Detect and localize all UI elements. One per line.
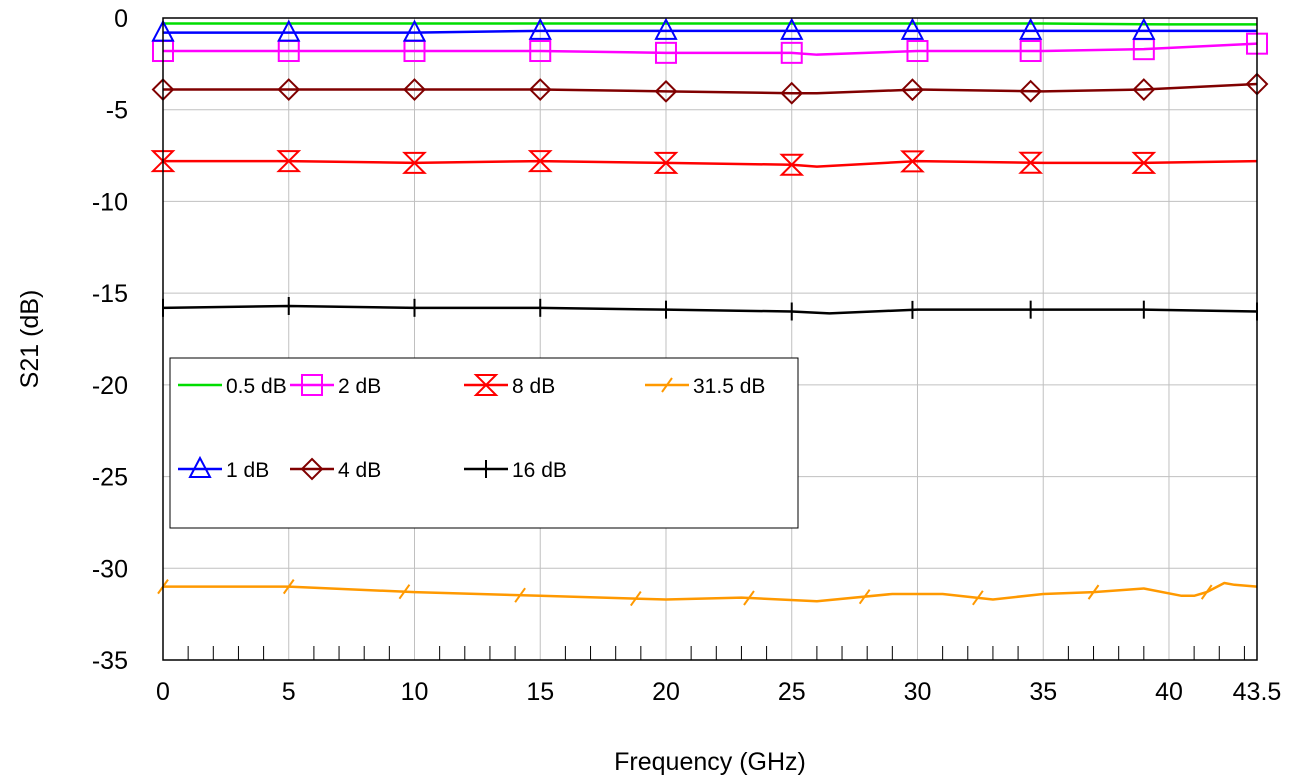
x-tick-label: 43.5 — [1233, 678, 1282, 706]
legend-item: 16 dB — [464, 459, 567, 482]
slash-marker — [514, 587, 526, 603]
y-tick-label: -30 — [92, 555, 128, 583]
triangle-marker — [402, 19, 427, 42]
series-8-db — [150, 150, 1258, 176]
series-4-db — [151, 72, 1269, 105]
x-tick-label: 10 — [401, 678, 429, 706]
x-tick-label: 30 — [904, 678, 932, 706]
legend-label: 16 dB — [512, 459, 567, 482]
square-marker — [529, 40, 552, 63]
legend-item: 2 dB — [290, 374, 381, 398]
hourglass-marker — [527, 150, 553, 173]
hourglass-marker — [402, 151, 427, 174]
slash-marker — [661, 377, 673, 393]
series-16-db — [162, 296, 1258, 321]
triangle-marker — [780, 17, 804, 40]
x-axis-title: Frequency (GHz) — [614, 748, 806, 776]
triangle-marker — [1018, 17, 1043, 40]
slash-marker — [629, 591, 642, 607]
diamond-marker — [901, 78, 924, 102]
series-line — [163, 159, 1258, 168]
square-marker — [1019, 40, 1042, 63]
slash-marker — [282, 579, 295, 595]
slash-marker — [858, 589, 871, 605]
hourglass-marker — [150, 150, 176, 173]
triangle-marker — [1132, 17, 1156, 40]
diamond-marker — [528, 78, 552, 101]
x-tick-label: 25 — [778, 678, 806, 706]
minor-ticks — [187, 646, 1245, 660]
legend-label: 4 dB — [338, 459, 381, 482]
x-tick-label: 35 — [1029, 678, 1057, 706]
legend-label: 31.5 dB — [693, 375, 765, 398]
series-line — [162, 304, 1258, 315]
y-tick-label: -10 — [92, 188, 128, 216]
triangle-marker — [528, 17, 552, 40]
series-line — [163, 42, 1258, 56]
series-line — [163, 29, 1257, 34]
legend-label: 8 dB — [512, 375, 555, 398]
triangle-marker — [277, 19, 301, 42]
triangle-marker — [188, 455, 212, 478]
diamond-marker — [277, 78, 301, 101]
series-line — [163, 82, 1258, 95]
hourglass-marker — [900, 150, 925, 173]
legend-label: 0.5 dB — [226, 375, 287, 398]
y-tick-label: -20 — [92, 372, 128, 400]
hourglass-marker — [1131, 151, 1157, 174]
grid — [162, 17, 1258, 661]
legend: 0.5 dB 2 dB 8 dB 31.5 dB 1 dB 4 dB 16 dB — [169, 357, 799, 529]
legend-label: 2 dB — [338, 375, 381, 398]
square-marker — [301, 374, 323, 396]
series-layer — [150, 17, 1269, 607]
slash-marker — [972, 590, 984, 606]
hourglass-marker — [276, 150, 302, 173]
diamond-marker — [1019, 79, 1043, 103]
hourglass-marker — [653, 151, 679, 174]
diamond-marker — [654, 79, 678, 103]
slash-marker — [1200, 584, 1213, 600]
diamond-marker — [780, 81, 804, 105]
slash-marker — [743, 590, 755, 606]
series-2-db — [152, 32, 1268, 64]
legend-item: 31.5 dB — [645, 375, 765, 398]
square-marker — [654, 41, 677, 64]
triangle-marker — [900, 17, 925, 40]
legend-item: 0.5 dB — [178, 375, 287, 398]
slash-marker — [1087, 584, 1100, 600]
x-tick-label: 15 — [526, 678, 554, 706]
series-1-db — [151, 17, 1257, 42]
square-marker — [906, 40, 929, 63]
y-tick-label: 0 — [114, 5, 128, 33]
y-tick-label: -35 — [92, 647, 128, 675]
slash-marker — [398, 584, 411, 600]
legend-item: 8 dB — [464, 374, 555, 398]
x-tick-label: 5 — [282, 678, 296, 706]
diamond-marker — [403, 78, 426, 101]
series-line — [163, 22, 1257, 26]
diamond-marker — [300, 457, 324, 481]
legend-item: 4 dB — [290, 457, 381, 482]
hourglass-marker — [779, 153, 805, 176]
legend-item: 1 dB — [178, 455, 269, 482]
y-tick-label: -15 — [92, 280, 128, 308]
hourglass-marker — [1018, 151, 1044, 174]
series-31-5-db — [157, 579, 1258, 607]
y-tick-label: -5 — [106, 97, 128, 125]
y-tick-label: -25 — [92, 464, 128, 492]
hourglass-marker — [473, 374, 499, 396]
plot-frame — [162, 17, 1258, 661]
diamond-marker — [1132, 78, 1156, 101]
y-axis-title: S21 (dB) — [16, 290, 44, 389]
series-0-5-db — [163, 22, 1257, 26]
x-tick-label: 40 — [1155, 678, 1183, 706]
y-tick-labels: 0 -5 -10 -15 -20 -25 -30 -35 — [92, 5, 128, 675]
x-tick-label: 20 — [652, 678, 680, 706]
triangle-marker — [654, 17, 678, 40]
x-tick-labels: 0 5 10 15 20 25 30 35 40 43.5 — [156, 678, 1281, 706]
x-tick-label: 0 — [156, 678, 170, 706]
square-marker — [780, 41, 803, 64]
legend-label: 1 dB — [226, 459, 269, 482]
